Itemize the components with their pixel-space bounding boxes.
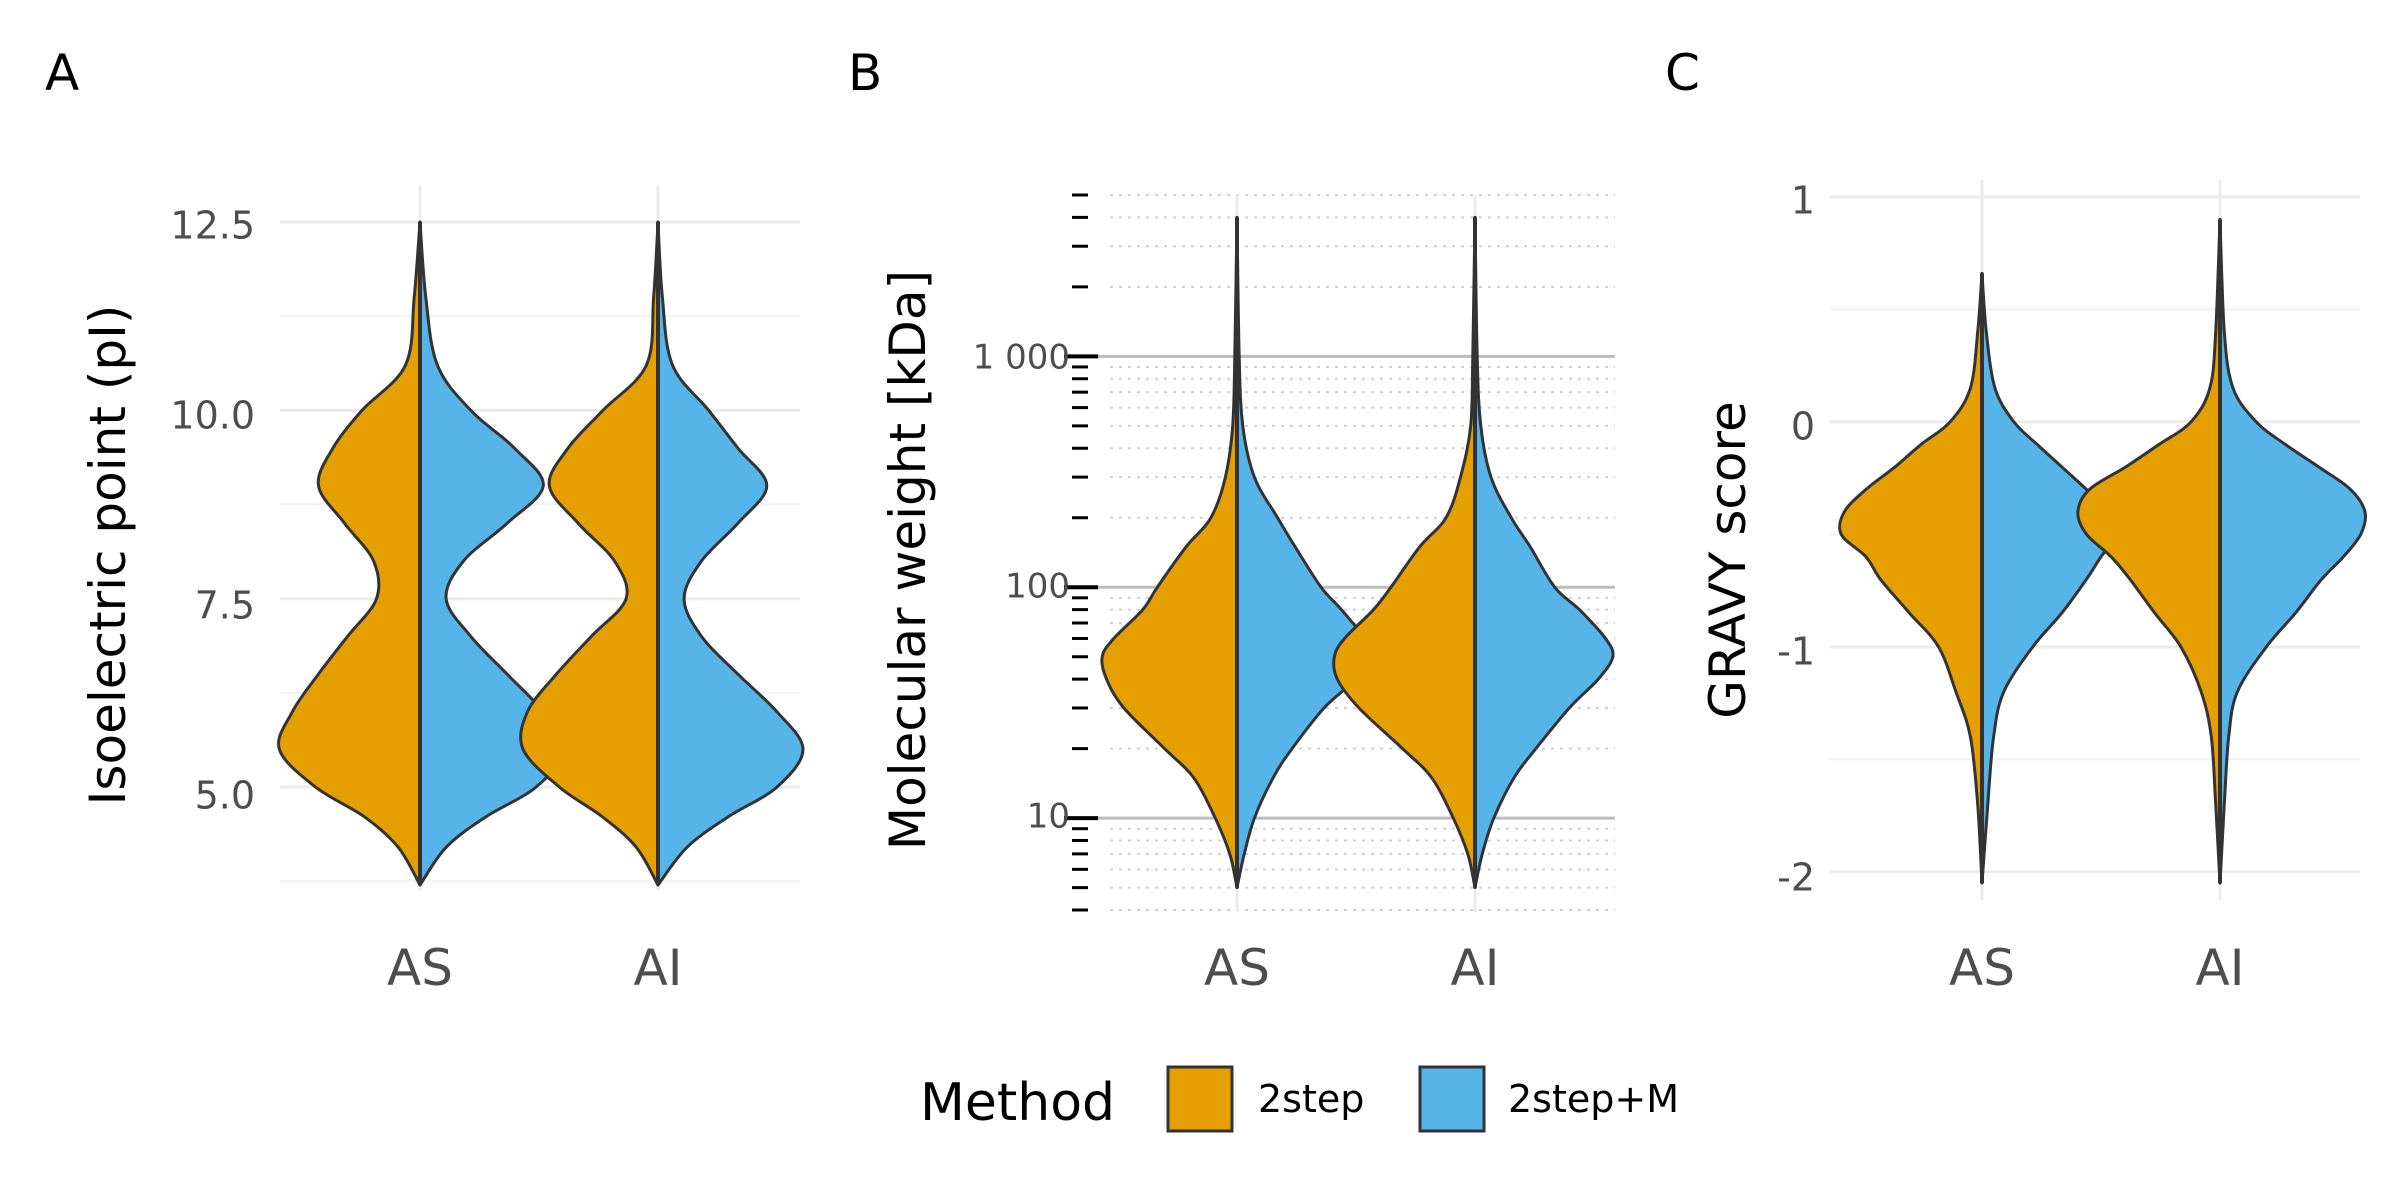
violin-half-as-2step <box>1100 215 1239 890</box>
y-tick-label: -1 <box>1777 630 1815 674</box>
violin-half-ai-2step <box>519 220 660 887</box>
panel-b: B 10 100 1 000 AS AI Molecular weight [k… <box>848 44 1615 997</box>
violin-half-ai-2step-m <box>1473 215 1615 890</box>
violin-half-as-2step <box>1838 272 1984 885</box>
y-tick-label: 7.5 <box>195 584 255 628</box>
x-category-label: AS <box>1949 939 2015 997</box>
legend-swatch-2step-m <box>1418 1065 1486 1133</box>
x-category-label: AS <box>1204 939 1270 997</box>
violin-half-as-2step-m <box>1235 215 1373 890</box>
y-tick-label: 1 <box>1791 179 1815 223</box>
violin-half-ai-2step-m <box>2218 218 2368 885</box>
violin-half-ai-2step-m <box>656 220 805 887</box>
panel-a: A 5.0 7.5 10.0 12.5 AS AI Isoelectric po… <box>45 44 805 997</box>
y-axis-title: Molecular weight [kDa] <box>879 270 937 850</box>
legend-label-2step: 2step <box>1258 1077 1364 1121</box>
y-tick-label: 100 <box>1005 567 1070 607</box>
violin-half-as-2step <box>277 220 422 887</box>
legend-label-2step-m: 2step+M <box>1508 1077 1679 1121</box>
panel-c: C -2 -1 0 1 AS AI GRAVY score <box>1665 44 2368 997</box>
legend-swatch-2step <box>1166 1065 1234 1133</box>
y-tick-label: 12.5 <box>170 204 255 248</box>
y-tick-label: 10 <box>1027 797 1070 837</box>
panel-letter-a: A <box>45 44 79 102</box>
x-category-label: AI <box>1451 939 1500 997</box>
violin-half-as-2step-m <box>418 220 567 887</box>
y-tick-label: 10.0 <box>170 394 255 438</box>
x-category-label: AI <box>2196 939 2245 997</box>
violin-half-ai-2step <box>1332 215 1477 890</box>
x-category-label: AS <box>387 939 453 997</box>
y-axis-title: GRAVY score <box>1699 401 1757 718</box>
panel-letter-c: C <box>1665 44 1700 102</box>
y-tick-label: 5.0 <box>195 774 255 818</box>
y-axis-title: Isoelectric point (pI) <box>79 305 137 806</box>
legend: Method 2step 2step+M <box>920 1065 1679 1133</box>
violin-half-as-2step-m <box>1980 272 2119 885</box>
y-tick-label: 0 <box>1791 405 1815 449</box>
legend-title: Method <box>920 1073 1115 1133</box>
x-category-label: AI <box>634 939 683 997</box>
y-tick-label: -2 <box>1777 856 1815 900</box>
y-tick-label: 1 000 <box>973 338 1070 378</box>
panel-letter-b: B <box>848 44 882 102</box>
violin-half-ai-2step <box>2076 218 2222 885</box>
